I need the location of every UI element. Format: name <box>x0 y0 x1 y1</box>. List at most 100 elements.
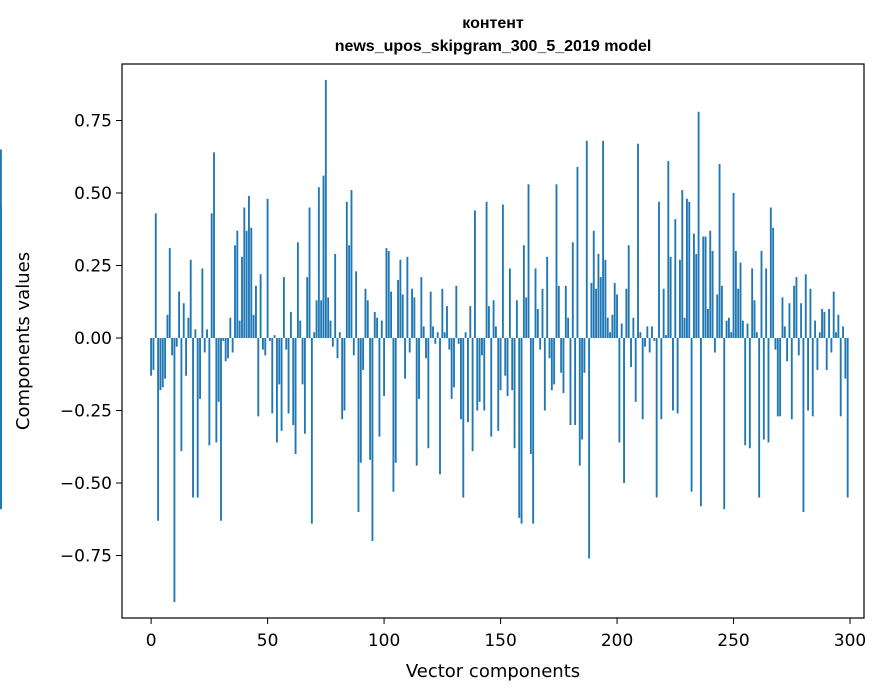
bar-195 <box>604 259 607 339</box>
bar-42 <box>248 195 250 339</box>
bar-171 <box>548 338 551 359</box>
bar-104 <box>392 338 395 492</box>
bar-113 <box>413 297 416 339</box>
bar-74 <box>322 175 325 339</box>
bar-250 <box>732 193 735 339</box>
bar-254 <box>741 320 744 339</box>
bar-235 <box>697 111 700 339</box>
bar-257 <box>748 338 751 449</box>
bar-211 <box>641 338 644 420</box>
bar-263 <box>762 338 765 440</box>
bar-undefined <box>0 338 2 420</box>
bar-53 <box>273 335 276 339</box>
bar-3 <box>157 338 160 521</box>
bar-158 <box>518 338 521 518</box>
bar-60 <box>289 311 292 339</box>
bar-21 <box>199 338 201 399</box>
bar-145 <box>487 306 490 339</box>
bar-177 <box>562 338 565 394</box>
bar-19 <box>194 329 197 339</box>
bar-72 <box>317 187 320 339</box>
bar-278 <box>797 338 800 356</box>
bar-36 <box>234 245 236 339</box>
bar-67 <box>306 277 309 339</box>
bar-25 <box>208 338 211 446</box>
bar-41 <box>245 230 248 339</box>
bar-184 <box>578 338 581 466</box>
bar-215 <box>651 326 653 339</box>
y-tick-label: 0.50 <box>74 184 112 204</box>
bar-200 <box>616 294 618 339</box>
bar-69 <box>310 338 313 524</box>
bar-28 <box>215 338 218 443</box>
bar-73 <box>320 300 323 339</box>
bar-37 <box>236 230 239 339</box>
bar-17 <box>189 259 192 339</box>
bar-198 <box>611 314 614 339</box>
bar-255 <box>744 338 747 446</box>
bar-101 <box>385 248 388 339</box>
bar-87 <box>352 338 355 356</box>
bar-212 <box>644 338 646 347</box>
bar-262 <box>760 251 763 339</box>
bar-1 <box>152 338 155 370</box>
bar-142 <box>481 338 483 356</box>
bar-295 <box>837 314 840 339</box>
bar-283 <box>809 288 812 339</box>
bar-114 <box>415 338 418 466</box>
bar-223 <box>669 256 672 339</box>
bar-95 <box>371 338 374 542</box>
bar-130 <box>453 338 455 388</box>
bar-256 <box>746 323 749 339</box>
bar-20 <box>196 338 199 498</box>
bar-204 <box>625 288 628 339</box>
bar-259 <box>753 300 756 339</box>
bar-83 <box>343 338 346 411</box>
x-axis-ticks: 0 50 100 150 200 250 300 <box>146 618 866 651</box>
bar-193 <box>599 277 602 339</box>
bar-164 <box>532 338 535 524</box>
bar-54 <box>275 338 278 443</box>
bar-260 <box>755 332 758 339</box>
bar-276 <box>793 285 796 339</box>
bar-131 <box>455 285 458 339</box>
bar-32 <box>224 338 227 362</box>
bar-251 <box>734 251 737 339</box>
bar-178 <box>564 285 567 339</box>
bar-70 <box>313 332 316 339</box>
bar-209 <box>637 143 639 339</box>
y-axis-ticks: −0.75 −0.50 −0.25 0.00 0.25 0.50 0.75 <box>60 111 122 567</box>
bar-137 <box>469 306 472 339</box>
bar-202 <box>620 323 623 339</box>
bar-298 <box>844 338 847 379</box>
y-tick-label: 0.00 <box>74 329 112 349</box>
bar-120 <box>429 291 432 339</box>
bar-15 <box>185 338 187 376</box>
bar-118 <box>425 338 427 359</box>
chart-title: контент <box>462 15 524 32</box>
bar-94 <box>369 338 372 460</box>
bar-102 <box>387 251 390 339</box>
bar-284 <box>811 338 814 417</box>
bar-216 <box>653 338 656 341</box>
bar-84 <box>345 201 348 339</box>
bar-190 <box>592 230 595 339</box>
bar-2 <box>154 213 157 339</box>
bar-132 <box>457 338 460 344</box>
bar-93 <box>366 300 369 339</box>
bar-227 <box>679 259 681 339</box>
x-tick-label: 150 <box>484 631 516 651</box>
bar-206 <box>630 338 632 368</box>
bar-106 <box>397 280 399 339</box>
y-tick-label: 0.25 <box>74 257 112 277</box>
bar-207 <box>632 317 635 339</box>
bar-103 <box>390 291 393 339</box>
bar-18 <box>192 338 194 498</box>
bar-13 <box>180 338 183 452</box>
bar-163 <box>529 338 532 455</box>
bar-79 <box>334 253 337 339</box>
bar-76 <box>327 297 330 339</box>
bar-197 <box>609 332 611 339</box>
bar-280 <box>802 338 805 513</box>
bar-80 <box>336 338 339 359</box>
